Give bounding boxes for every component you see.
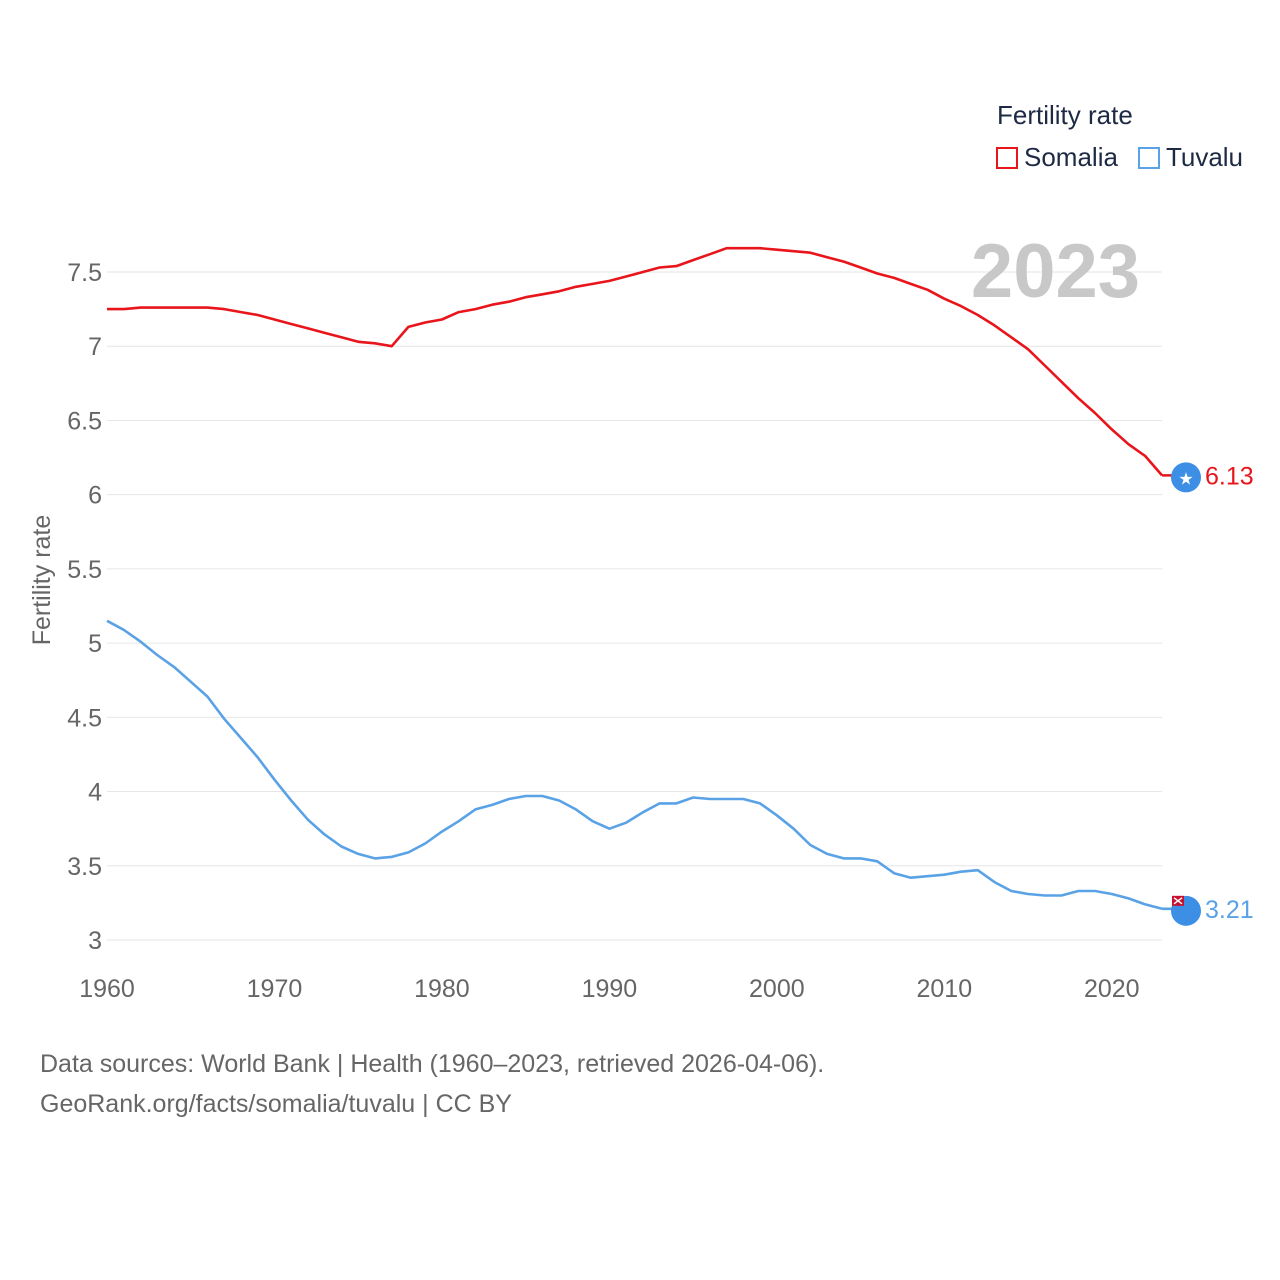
x-tick-label: 2000 [749, 975, 805, 1003]
end-markers: ★ 6.13 3.21 [1171, 462, 1254, 926]
legend-swatch-tuvalu [1137, 146, 1160, 169]
y-tick-label: 4.5 [67, 704, 102, 732]
legend-label-tuvalu: Tuvalu [1165, 142, 1244, 172]
x-tick-label: 1990 [582, 975, 638, 1003]
cross-icon [1173, 897, 1183, 905]
flag-circle [1171, 462, 1201, 493]
y-tick-label: 7.5 [67, 259, 102, 287]
y-tick-label: 6.5 [67, 407, 102, 435]
grid-lines [107, 271, 1162, 941]
flag-marker-tuvalu [1171, 895, 1201, 926]
legend-swatch-somalia [996, 146, 1018, 169]
y-tick-labels: 3 3.5 4 4.5 5 5.5 6 6.5 7 7.5 [67, 259, 102, 955]
current-year-label: 2023 [970, 229, 1140, 314]
data-sources-text: Data sources: World Bank | Health (1960–… [40, 1050, 825, 1078]
x-tick-labels: 1960 1970 1980 1990 2000 2010 2020 [79, 975, 1139, 1003]
flag-marker-somalia: ★ [1171, 462, 1201, 493]
y-tick-label: 5 [88, 630, 102, 658]
attribution-link[interactable]: GeoRank.org/facts/somalia/tuvalu | CC BY [40, 1090, 512, 1118]
legend-item-tuvalu[interactable]: Tuvalu [1137, 142, 1244, 173]
y-tick-label: 4 [88, 779, 102, 807]
series-line-somalia [107, 246, 1163, 477]
legend-title: Fertility rate [997, 100, 1133, 130]
legend: Somalia Tuvalu [996, 142, 1263, 173]
x-tick-label: 1970 [247, 975, 303, 1003]
y-tick-label: 5.5 [67, 556, 102, 584]
star-icon: ★ [1178, 469, 1193, 489]
y-axis-label: Fertility rate [28, 515, 56, 646]
y-tick-label: 3.5 [67, 853, 102, 881]
y-tick-label: 3 [88, 927, 102, 955]
end-value-label-somalia: 6.13 [1205, 462, 1254, 490]
x-tick-label: 1980 [414, 975, 470, 1003]
x-tick-label: 1960 [79, 975, 135, 1003]
y-tick-label: 6 [88, 482, 102, 510]
x-tick-label: 2010 [916, 975, 972, 1003]
legend-label-somalia: Somalia [1024, 142, 1118, 172]
x-tick-label: 2020 [1084, 975, 1140, 1003]
series-lines [106, 246, 1185, 911]
y-tick-label: 7 [88, 333, 102, 361]
series-line-tuvalu [106, 619, 1163, 911]
footer: Data sources: World Bank | Health (1960–… [40, 1044, 824, 1124]
end-value-label-tuvalu: 3.21 [1205, 896, 1254, 924]
legend-item-somalia[interactable]: Somalia [996, 142, 1118, 173]
